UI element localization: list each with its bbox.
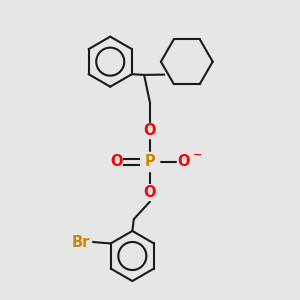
- Text: Br: Br: [71, 235, 89, 250]
- Text: O: O: [178, 154, 190, 169]
- Text: P: P: [145, 154, 155, 169]
- Text: −: −: [193, 150, 203, 160]
- Text: O: O: [144, 123, 156, 138]
- Text: O: O: [110, 154, 122, 169]
- Text: O: O: [144, 185, 156, 200]
